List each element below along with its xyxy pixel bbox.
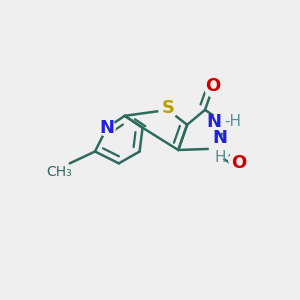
Text: N: N xyxy=(99,119,114,137)
Circle shape xyxy=(212,111,233,132)
Text: N: N xyxy=(206,113,221,131)
Text: N: N xyxy=(212,129,227,147)
Circle shape xyxy=(99,119,115,136)
Circle shape xyxy=(229,153,244,168)
Circle shape xyxy=(159,101,177,119)
Text: O: O xyxy=(232,154,247,172)
Text: -H: -H xyxy=(224,114,241,129)
Text: CH₃: CH₃ xyxy=(46,165,72,179)
Circle shape xyxy=(209,138,230,159)
Text: O: O xyxy=(205,77,220,95)
Circle shape xyxy=(205,82,220,97)
Text: S: S xyxy=(161,99,174,117)
Text: H: H xyxy=(214,150,226,165)
